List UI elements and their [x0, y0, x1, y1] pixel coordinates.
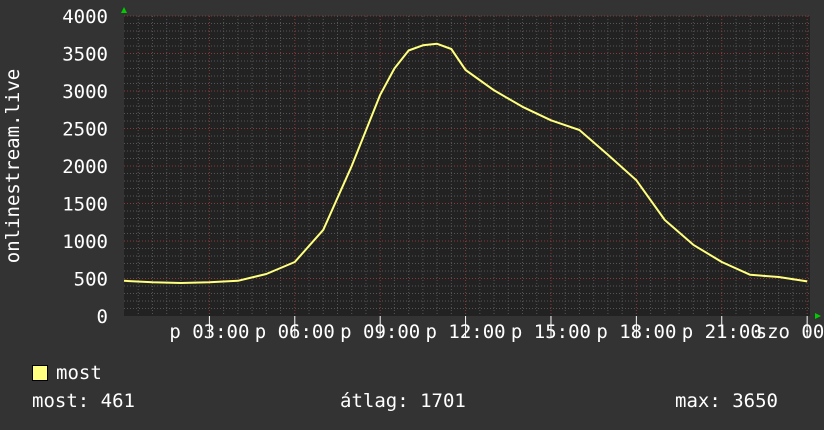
x-axis-arrow [815, 313, 821, 319]
y-axis-arrow [121, 7, 127, 13]
y-tick-label: 0 [97, 306, 108, 328]
x-tick-label: p 21:00 [682, 321, 762, 343]
y-tick-label: 1000 [62, 231, 108, 253]
stat-average: átlag: 1701 [340, 390, 466, 412]
y-tick-label: 3000 [62, 81, 108, 103]
stat-max: max: 3650 [675, 390, 778, 412]
series-line-most [123, 42, 808, 284]
x-tick-label: p 12:00 [426, 321, 506, 343]
y-axis-label: onlinestream.live [2, 69, 24, 263]
x-tick-label: p 03:00 [169, 321, 249, 343]
y-tick-label: 3500 [62, 44, 108, 66]
series-lines [123, 42, 808, 284]
x-tick-label: p 15:00 [511, 321, 591, 343]
y-tick-label: 2500 [62, 119, 108, 141]
y-tick-label: 2000 [62, 156, 108, 178]
x-tick-label: p 06:00 [255, 321, 335, 343]
y-tick-label: 4000 [62, 6, 108, 28]
legend: most [32, 362, 102, 384]
y-tick-labels: 0 500 1000 1500 2000 2500 3000 3500 4000 [62, 6, 108, 328]
x-tick-label: p 18:00 [596, 321, 676, 343]
grid [124, 15, 810, 316]
axis-arrows [121, 7, 821, 319]
legend-swatch-most [32, 365, 48, 381]
y-tick-label: 500 [74, 269, 108, 291]
x-tick-labels: p 03:00 p 06:00 p 09:00 p 12:00 p 15:00 p 18:… [169, 316, 824, 343]
x-tick-label: p 09:00 [340, 321, 420, 343]
y-tick-label: 1500 [62, 194, 108, 216]
legend-label-most: most [56, 362, 102, 384]
x-tick-label: szo 00:00 [756, 321, 824, 343]
stat-current: most: 461 [32, 390, 135, 412]
